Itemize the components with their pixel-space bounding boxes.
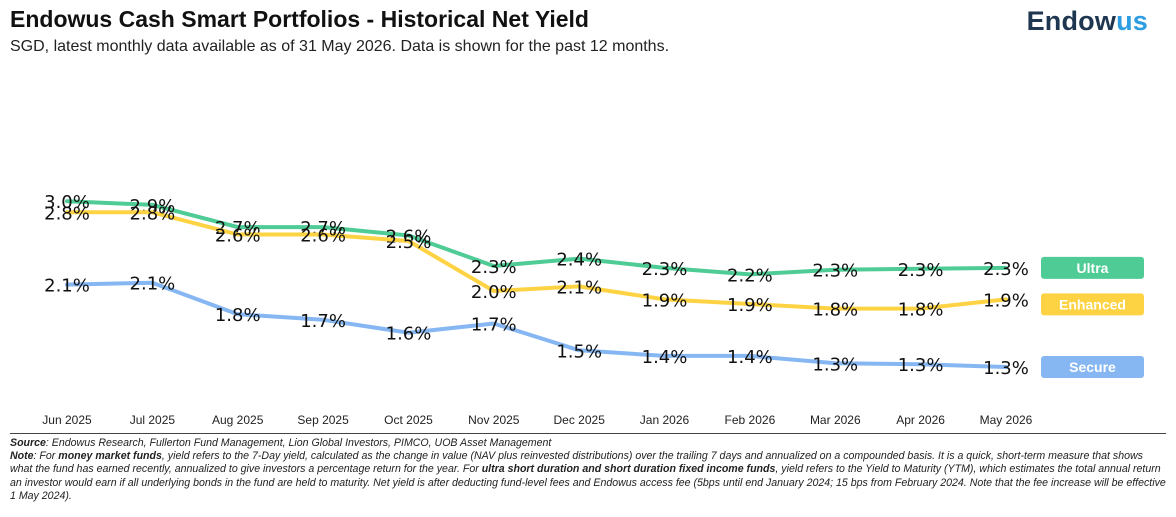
- data-label-secure: 1.8%: [215, 305, 261, 326]
- data-label-enhanced: 1.9%: [727, 295, 773, 316]
- legend-item-enhanced: Enhanced: [1041, 293, 1144, 316]
- data-label-secure: 1.4%: [727, 347, 773, 368]
- data-label-enhanced: 2.6%: [215, 226, 261, 247]
- legend-swatch-secure: [1041, 356, 1144, 378]
- footer-notes: Source: Endowus Research, Fullerton Fund…: [10, 437, 1168, 503]
- data-label-ultra: 2.3%: [471, 257, 517, 278]
- page-subtitle: SGD, latest monthly data available as of…: [10, 38, 670, 55]
- note-label: Note: [10, 450, 34, 463]
- legend: Ultra Enhanced Secure: [1041, 256, 1144, 378]
- data-label-secure: 1.4%: [642, 347, 688, 368]
- x-tick-label: Dec 2025: [554, 413, 606, 427]
- data-label-secure: 1.3%: [983, 358, 1029, 379]
- series-enhanced: 2.8% 2.8%2.6% 2.6% 2.5%2.0% 2.1%1.9% 1.9% 1.8%…: [44, 203, 1029, 320]
- series-secure: 2.1% 2.1% 1.8% 1.7% 1.6% 1.7% 1.5% 1.4% 1.4% 1.3%…: [44, 274, 1029, 379]
- note-bold-2: ultra short duration and short duration …: [481, 463, 776, 476]
- data-label-secure: 1.5%: [556, 341, 602, 362]
- data-label-ultra: 2.3%: [983, 259, 1029, 280]
- legend-label-enhanced: Enhanced: [1059, 296, 1126, 312]
- data-label-enhanced: 1.8%: [812, 300, 858, 321]
- source-text: : Endowus Research, Fullerton Fund Manag…: [45, 437, 552, 449]
- note-text-3: , yield refers to the Yield to Maturity …: [10, 463, 1166, 502]
- series-line-ultra: [65, 199, 1008, 277]
- footer-divider: [10, 433, 1166, 434]
- legend-item-secure: Secure: [1041, 356, 1144, 378]
- x-tick-label: Feb 2026: [725, 413, 776, 427]
- source-line: Source: Endowus Research, Fullerton Fund…: [10, 437, 1168, 450]
- logo-text-main: Endow: [1026, 6, 1117, 36]
- x-tick-label: Apr 2026: [896, 413, 945, 427]
- data-label-ultra: 3.0%: [44, 192, 90, 213]
- data-label-enhanced: 1.9%: [642, 290, 688, 311]
- data-label-secure: 2.1%: [130, 274, 176, 295]
- data-label-ultra: 2.3%: [812, 261, 858, 282]
- data-label-enhanced: 1.9%: [983, 290, 1029, 311]
- data-label-enhanced: 2.0%: [471, 282, 517, 303]
- data-label-ultra: 2.3%: [898, 260, 944, 281]
- series-layer: 3.0% 2.9%2.7% 2.7% 2.6%2.3% 2.4% 2.3% 2.2% 2.3%…: [44, 192, 1029, 379]
- x-tick-label: May 2026: [980, 413, 1033, 427]
- data-label-enhanced: 2.1%: [556, 277, 602, 298]
- legend-swatch-ultra: [1041, 256, 1144, 279]
- x-tick-label: Mar 2026: [810, 413, 861, 427]
- x-tick-label: Sep 2025: [297, 413, 349, 427]
- series-line-secure: [65, 280, 1008, 369]
- note-text-1: : For: [33, 450, 59, 463]
- x-tick-label: Jul 2025: [130, 413, 176, 427]
- data-label-secure: 1.7%: [471, 315, 517, 336]
- legend-swatch-enhanced: [1041, 293, 1144, 316]
- data-label-secure: 1.6%: [386, 324, 432, 345]
- series-line-enhanced: [65, 210, 1008, 311]
- data-label-enhanced: 2.6%: [300, 226, 346, 247]
- x-tick-label: Oct 2025: [384, 413, 433, 427]
- legend-label-secure: Secure: [1069, 359, 1116, 375]
- data-label-ultra: 2.4%: [556, 250, 602, 271]
- note-text-2: , yield refers to the 7-Day yield, calcu…: [10, 450, 1143, 476]
- note-bold-1: money market funds: [58, 450, 162, 463]
- logo-text-accent: us: [1116, 6, 1148, 36]
- x-axis: Jun 2025 Jul 2025 Aug 2025 Sep 2025 Oct 2025…: [42, 413, 1032, 427]
- legend-label-ultra: Ultra: [1077, 260, 1109, 276]
- x-tick-label: Aug 2025: [212, 413, 264, 427]
- x-tick-label: Jan 2026: [640, 413, 690, 427]
- yield-line-chart: 3.0% 2.9%2.7% 2.7% 2.6%2.3% 2.4% 2.3% 2.2% 2.3%…: [42, 192, 1144, 427]
- source-label: Source: [10, 437, 46, 449]
- data-label-enhanced: 2.5%: [386, 232, 432, 253]
- data-label-secure: 2.1%: [44, 276, 90, 297]
- x-tick-label: Jun 2025: [42, 413, 92, 427]
- series-ultra: 3.0% 2.9%2.7% 2.7% 2.6%2.3% 2.4% 2.3% 2.2% 2.3%…: [44, 192, 1029, 286]
- page-title: Endowus Cash Smart Portfolios - Historic…: [10, 6, 589, 32]
- legend-item-ultra: Ultra: [1041, 256, 1144, 279]
- data-label-secure: 1.3%: [812, 354, 858, 375]
- data-label-secure: 1.7%: [300, 311, 346, 332]
- x-tick-label: Nov 2025: [468, 413, 520, 427]
- data-label-ultra: 2.6%: [386, 227, 432, 248]
- data-label-secure: 1.3%: [898, 355, 944, 376]
- data-label-enhanced: 2.8%: [44, 203, 90, 224]
- data-label-enhanced: 1.8%: [898, 300, 944, 321]
- endowus-logo: Endowus: [1027, 6, 1148, 37]
- note-paragraph: Note: For money market funds, yield refe…: [10, 450, 1168, 503]
- data-label-ultra: 2.2%: [727, 265, 773, 286]
- data-label-enhanced: 2.8%: [130, 203, 176, 224]
- data-label-ultra: 2.3%: [642, 259, 688, 280]
